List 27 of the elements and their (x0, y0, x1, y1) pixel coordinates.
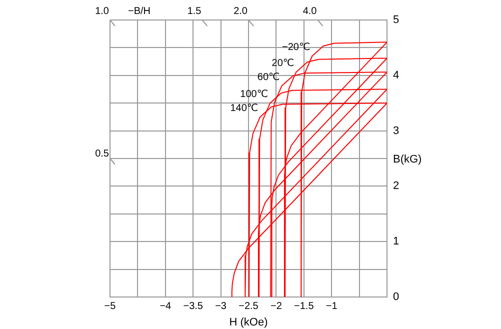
text: 1.0 (95, 6, 110, 17)
text: 2.0 (234, 6, 248, 17)
y-tick-label: 3 (393, 124, 400, 137)
y-tick-label: 4 (393, 69, 400, 82)
x-tick-label: −3.5 (183, 300, 204, 312)
series-label: −20℃ (282, 42, 310, 54)
x-tick-label: −1 (326, 300, 338, 312)
y-tick-label: 0 (393, 291, 400, 304)
x-axis-title: H (kOe) (229, 316, 268, 328)
x-tick-label: −2.5 (238, 300, 259, 312)
x-tick-label: −3 (215, 300, 227, 312)
x-tick-label: −1.5 (294, 300, 314, 312)
x-tick-label: −5 (104, 300, 116, 312)
text: 4.0 (302, 6, 318, 17)
y-tick-label: 1 (393, 236, 400, 248)
series-label: 140℃ (230, 102, 258, 114)
y-axis-title: B(kG) (393, 154, 422, 166)
x-tick-label: −4 (160, 300, 172, 312)
text: 0.5 (95, 148, 110, 160)
series-label: 100℃ (240, 89, 268, 100)
series-label: 60℃ (257, 72, 280, 83)
text: −B/H (128, 6, 151, 17)
y-tick-label: 2 (393, 180, 400, 192)
text: 1.5 (187, 6, 202, 17)
y-tick-label: 5 (393, 14, 400, 26)
x-tick-label: −2 (270, 300, 282, 312)
series-label: 20℃ (272, 58, 294, 70)
